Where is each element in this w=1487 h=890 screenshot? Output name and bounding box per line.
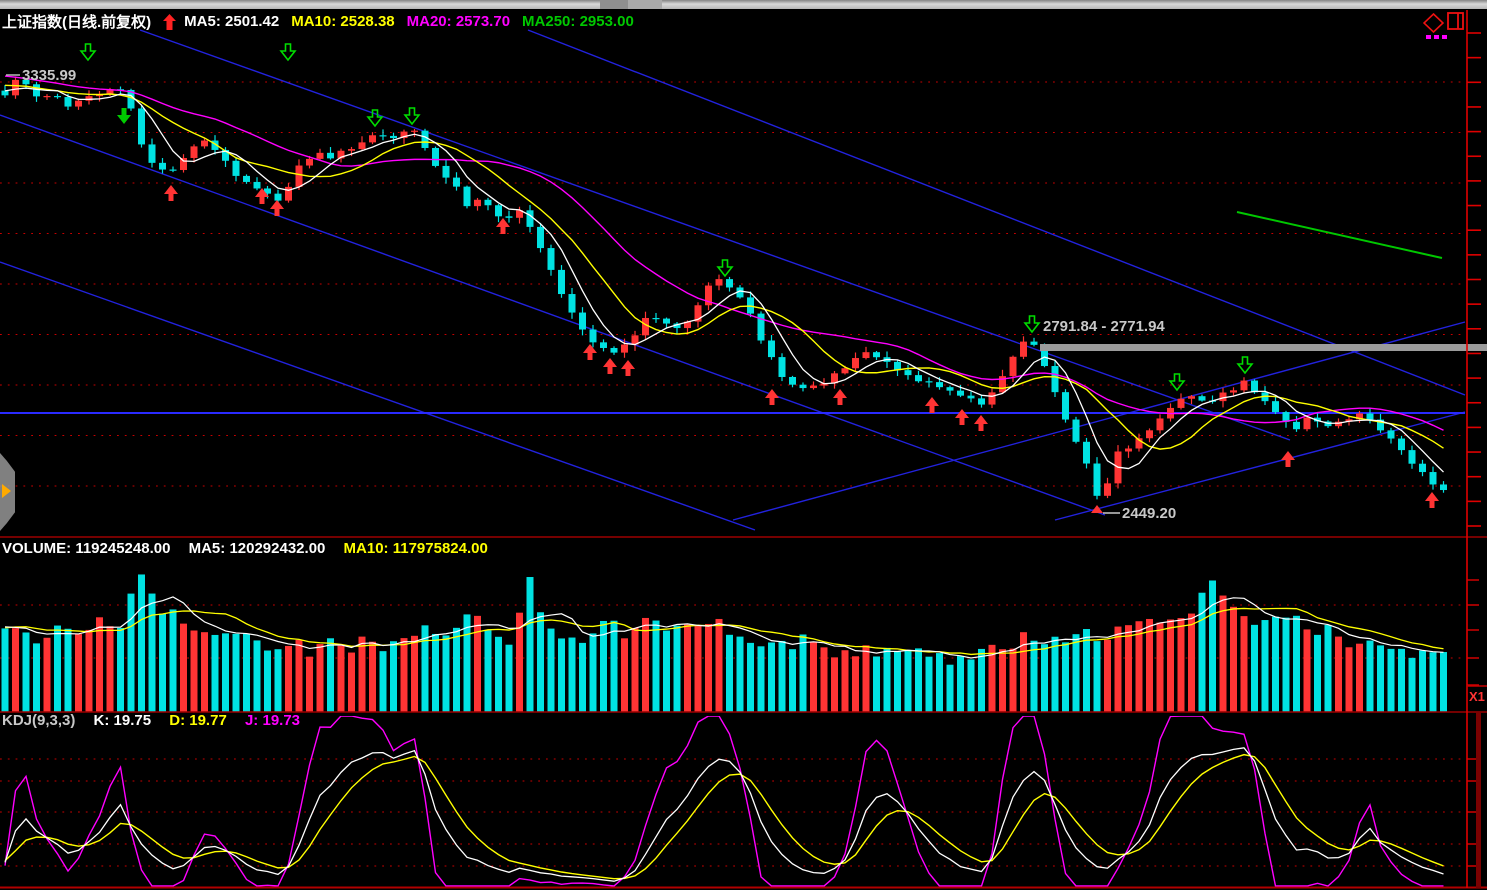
ma20-value: MA20: 2573.70: [406, 13, 511, 30]
main-chart-header: 上证指数(日线.前复权) MA5: 2501.42 MA10: 2528.38 …: [2, 11, 646, 32]
more-options-dots-icon[interactable]: [1426, 34, 1450, 40]
volume-ma10-value: MA10: 117975824.00: [343, 540, 488, 557]
subwindow-x1-label: X1: [1469, 689, 1485, 704]
window-titlebar-strip: [0, 0, 1487, 9]
diamond-marker-icon[interactable]: [1423, 13, 1444, 33]
up-arrow-icon: [163, 13, 177, 30]
period-low-label: 2449.20: [1122, 505, 1177, 522]
period-high-label: 3335.99: [22, 67, 77, 84]
titlebar-notch: [600, 0, 628, 9]
volume-value: VOLUME: 119245248.00: [2, 540, 171, 557]
kdj-j-value: J: 19.73: [244, 712, 301, 729]
left-panel-expander-handle[interactable]: [0, 453, 15, 531]
titlebar-notch: [628, 0, 662, 9]
instrument-title: 上证指数(日线.前复权): [2, 14, 152, 31]
kdj-d-value: D: 19.77: [169, 712, 227, 729]
volume-panel-header: VOLUME: 119245248.00 MA5: 120292432.00 M…: [2, 540, 502, 557]
new-window-icon[interactable]: [1447, 12, 1465, 31]
kdj-title: KDJ(9,3,3): [2, 712, 76, 729]
expand-arrow-icon: [2, 484, 11, 498]
kdj-k-value: K: 19.75: [93, 712, 152, 729]
resistance-range-label: 2791.84 - 2771.94: [1043, 318, 1165, 335]
kdj-panel-header: KDJ(9,3,3) K: 19.75 D: 19.77 J: 19.73: [2, 712, 314, 729]
volume-ma5-value: MA5: 120292432.00: [188, 540, 326, 557]
ma10-value: MA10: 2528.38: [291, 13, 395, 30]
ma250-value: MA250: 2953.00: [522, 13, 634, 30]
ma5-value: MA5: 2501.42: [184, 13, 280, 30]
